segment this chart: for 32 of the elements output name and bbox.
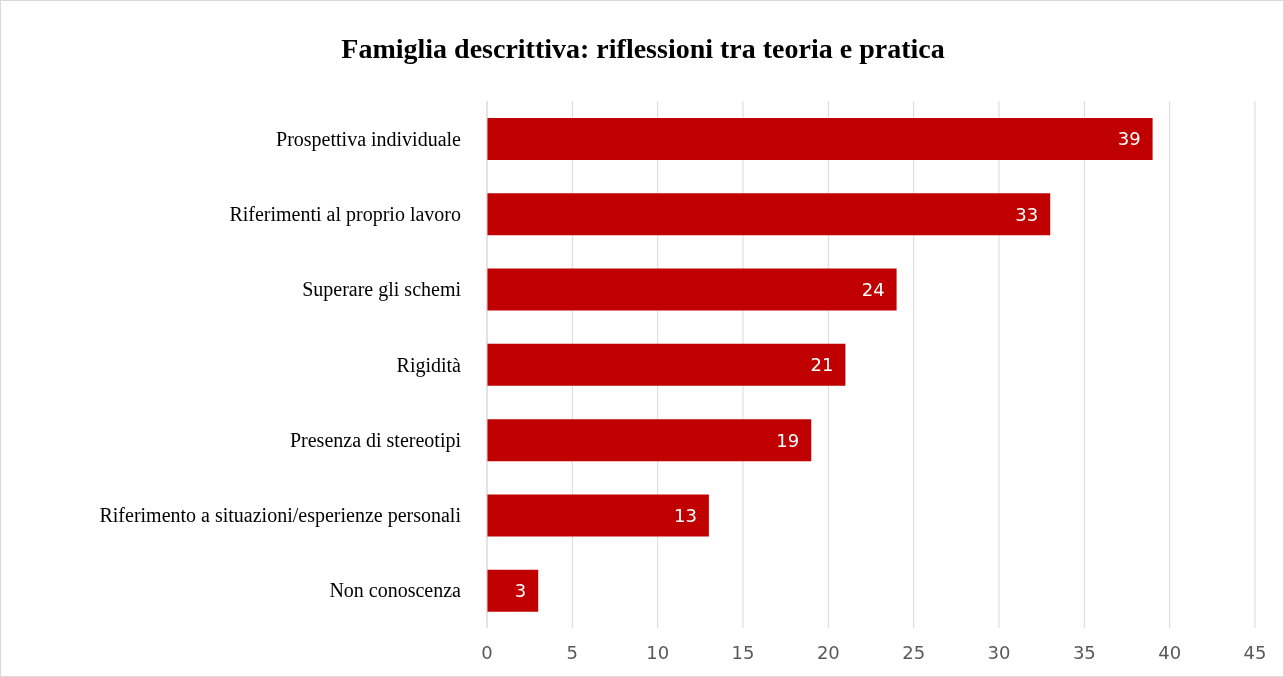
- x-tick-label: 45: [1243, 641, 1267, 663]
- x-tick-label: 5: [566, 641, 579, 663]
- data-label: 13: [673, 504, 697, 526]
- y-tick-label: Non conoscenza: [329, 579, 462, 602]
- y-tick-label: Superare gli schemi: [302, 278, 462, 302]
- data-label: 24: [861, 278, 885, 300]
- y-tick-label: Riferimenti al proprio lavoro: [229, 203, 461, 227]
- y-tick-label: Riferimento a situazioni/esperienze personali: [99, 504, 462, 528]
- data-label: 21: [810, 354, 834, 376]
- x-tick-label: 35: [1072, 641, 1096, 663]
- data-label: 33: [1015, 203, 1039, 225]
- x-tick-label: 10: [646, 641, 670, 663]
- x-tick-label: 30: [987, 641, 1011, 663]
- x-tick-label: 40: [1158, 641, 1182, 663]
- x-tick-label: 0: [481, 641, 493, 663]
- y-tick-label: Presenza di stereotipi: [289, 428, 462, 452]
- bar: [487, 343, 846, 386]
- bar: [487, 569, 539, 612]
- data-label: 3: [514, 580, 527, 602]
- bar: [487, 193, 1051, 236]
- x-tick-label: 20: [816, 641, 840, 663]
- x-tick-label: 15: [731, 641, 755, 663]
- x-tick-label: 25: [902, 641, 926, 663]
- y-tick-label: Prospettiva individuale: [276, 127, 462, 151]
- data-label: 19: [776, 429, 800, 451]
- data-label: 39: [1117, 128, 1141, 150]
- chart-title: Famiglia descrittiva: riflessioni tra teoria e pratica: [340, 33, 946, 65]
- bar: [487, 494, 709, 537]
- bar: [487, 419, 812, 462]
- bar: [487, 118, 1153, 160]
- bar: [487, 268, 897, 311]
- y-tick-label: Rigidità: [396, 353, 462, 377]
